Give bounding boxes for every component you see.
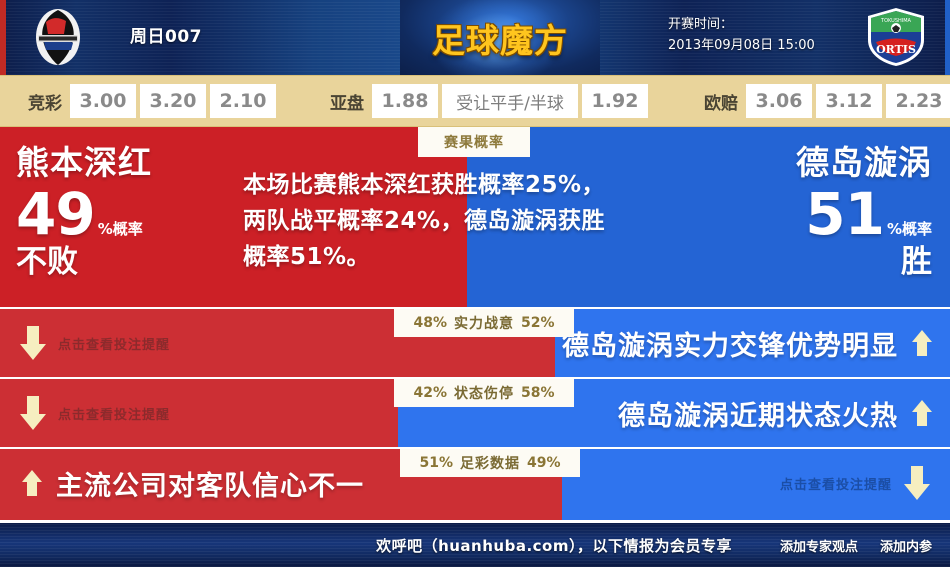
odds-cell[interactable]: 3.06 bbox=[746, 84, 812, 118]
betting-tip-hint-label: 点击查看投注提醒 bbox=[779, 477, 892, 493]
odds-cell[interactable]: 1.92 bbox=[582, 84, 648, 118]
add-inside-info-link[interactable]: 添加内参 bbox=[879, 539, 932, 555]
betting-tip-hint-label: 点击查看投注提醒 bbox=[58, 337, 171, 353]
footer-separator-red bbox=[0, 517, 562, 520]
comparison-row-strength[interactable]: 48% 实力战意 52% 点击查看投注提醒 德岛漩涡实力交锋优势明显 bbox=[0, 307, 950, 377]
home-probability-value: 49 bbox=[16, 180, 96, 248]
comparison-left-percent: 51% bbox=[419, 455, 453, 471]
arrow-up-icon bbox=[912, 400, 932, 426]
away-team-badge-icon: TOKUSHIMA ORTIS bbox=[868, 8, 924, 66]
summary-line: 概率51%。 bbox=[243, 244, 371, 270]
comparison-row-form[interactable]: 42% 状态伤停 58% 点击查看投注提醒 德岛漩涡近期状态火热 bbox=[0, 377, 950, 447]
probability-away-background bbox=[467, 127, 950, 307]
betting-tip-hint[interactable]: 点击查看投注提醒 bbox=[780, 449, 930, 517]
betting-tip-hint-label: 点击查看投注提醒 bbox=[58, 407, 171, 423]
comparison-metric-name: 足彩数据 bbox=[460, 456, 520, 472]
odds-group-label: 欧赔 bbox=[704, 93, 738, 114]
round-label: 周日007 bbox=[130, 27, 202, 47]
home-probability-unit: %概率 bbox=[97, 220, 143, 238]
comparison-headline-label: 德岛漩涡实力交锋优势明显 bbox=[562, 330, 898, 362]
kickoff-time: 开赛时间： 2013年09月08日 15:00 bbox=[668, 14, 815, 56]
arrow-down-icon bbox=[20, 396, 46, 430]
comparison-right-percent: 58% bbox=[521, 385, 555, 401]
arrow-up-icon bbox=[22, 470, 42, 496]
svg-text:ORTIS: ORTIS bbox=[876, 43, 916, 56]
footer-separator-blue bbox=[562, 517, 950, 520]
odds-group-jingcai: 竞彩 3.00 3.20 2.10 bbox=[20, 84, 280, 118]
brand-logo-text: 足球魔方 bbox=[432, 20, 568, 60]
summary-line: 两队战平概率24%，德岛漩涡获胜 bbox=[243, 208, 606, 234]
comparison-away-bar bbox=[562, 449, 950, 517]
brand-logo: 足球魔方 bbox=[400, 0, 600, 75]
comparison-headline-label: 主流公司对客队信心不一 bbox=[56, 470, 364, 502]
comparison-headline: 主流公司对客队信心不一 bbox=[22, 449, 364, 517]
kickoff-value: 2013年09月08日 15:00 bbox=[668, 38, 815, 53]
odds-cell[interactable]: 3.00 bbox=[70, 84, 136, 118]
comparison-away-bar bbox=[555, 309, 950, 377]
svg-text:TOKUSHIMA: TOKUSHIMA bbox=[880, 18, 912, 24]
summary-line: 本场比赛熊本深红获胜概率25%， bbox=[243, 172, 606, 198]
betting-tip-hint[interactable]: 点击查看投注提醒 bbox=[20, 309, 170, 377]
probability-tab-chip[interactable]: 赛果概率 bbox=[418, 127, 530, 157]
comparison-metric-name: 状态伤停 bbox=[454, 386, 514, 402]
comparison-metric-name: 实力战意 bbox=[454, 316, 514, 332]
kickoff-label: 开赛时间： bbox=[668, 17, 734, 32]
odds-bar: 竞彩 3.00 3.20 2.10 亚盘 1.88 受让平手/半球 1.92 欧… bbox=[0, 75, 950, 127]
comparison-home-bar bbox=[0, 379, 398, 447]
page-footer: 欢呼吧（huanhuba.com），以下情报为会员专享 添加专家观点 添加内参 bbox=[0, 523, 950, 567]
comparison-headline: 德岛漩涡近期状态火热 bbox=[618, 379, 932, 447]
arrow-up-icon bbox=[912, 330, 932, 356]
home-team-badge-icon bbox=[36, 9, 80, 65]
comparison-left-percent: 42% bbox=[413, 385, 447, 401]
odds-cell[interactable]: 2.10 bbox=[210, 84, 276, 118]
odds-group-oupei: 欧赔 3.06 3.12 2.23 bbox=[696, 84, 950, 118]
comparison-metric-chip: 48% 实力战意 52% bbox=[394, 309, 574, 337]
add-expert-opinion-link[interactable]: 添加专家观点 bbox=[779, 539, 858, 555]
header-right-accent bbox=[945, 0, 950, 75]
result-probability-panel: 赛果概率 熊本深红 49 %概率 不败 本场比赛熊本深红获胜概率25%， 两队战… bbox=[0, 127, 950, 307]
comparison-right-percent: 49% bbox=[527, 455, 561, 471]
home-team-name: 熊本深红 bbox=[16, 143, 152, 182]
betting-tip-hint[interactable]: 点击查看投注提醒 bbox=[20, 379, 170, 447]
comparison-metric-chip: 51% 足彩数据 49% bbox=[400, 449, 580, 477]
odds-cell[interactable]: 3.20 bbox=[140, 84, 206, 118]
away-team-name: 德岛漩涡 bbox=[796, 143, 932, 182]
footer-notice: 欢呼吧（huanhuba.com），以下情报为会员专享 bbox=[376, 536, 732, 555]
odds-group-label: 亚盘 bbox=[330, 93, 364, 114]
odds-cell[interactable]: 1.88 bbox=[372, 84, 438, 118]
footer-separator bbox=[0, 517, 950, 523]
home-outcome-label: 不败 bbox=[16, 244, 78, 280]
away-outcome-label: 胜 bbox=[901, 244, 932, 280]
probability-home-background bbox=[0, 127, 467, 307]
arrow-down-icon bbox=[20, 326, 46, 360]
comparison-left-percent: 48% bbox=[413, 315, 447, 331]
odds-group-yapan: 亚盘 1.88 受让平手/半球 1.92 bbox=[322, 84, 652, 118]
away-probability-block: 德岛漩涡 51 %概率 胜 bbox=[796, 143, 932, 280]
comparison-headline-label: 德岛漩涡近期状态火热 bbox=[618, 400, 898, 432]
away-probability-unit: %概率 bbox=[886, 220, 932, 238]
odds-cell[interactable]: 2.23 bbox=[886, 84, 950, 118]
arrow-down-icon bbox=[904, 466, 930, 500]
comparison-metric-chip: 42% 状态伤停 58% bbox=[394, 379, 574, 407]
odds-cell[interactable]: 3.12 bbox=[816, 84, 882, 118]
header-left-accent bbox=[0, 0, 6, 75]
comparison-row-betting-data[interactable]: 51% 足彩数据 49% 主流公司对客队信心不一 点击查看投注提醒 bbox=[0, 447, 950, 517]
comparison-right-percent: 52% bbox=[521, 315, 555, 331]
home-probability-block: 熊本深红 49 %概率 不败 bbox=[16, 143, 152, 280]
page-header: 周日007 足球魔方 开赛时间： 2013年09月08日 15:00 TOKUS… bbox=[0, 0, 950, 75]
away-probability-value: 51 bbox=[805, 180, 885, 248]
odds-group-label: 竞彩 bbox=[28, 93, 62, 114]
comparison-headline: 德岛漩涡实力交锋优势明显 bbox=[562, 309, 932, 377]
odds-cell-handicap[interactable]: 受让平手/半球 bbox=[442, 84, 578, 118]
probability-summary: 本场比赛熊本深红获胜概率25%， 两队战平概率24%，德岛漩涡获胜 概率51%。 bbox=[243, 167, 688, 275]
